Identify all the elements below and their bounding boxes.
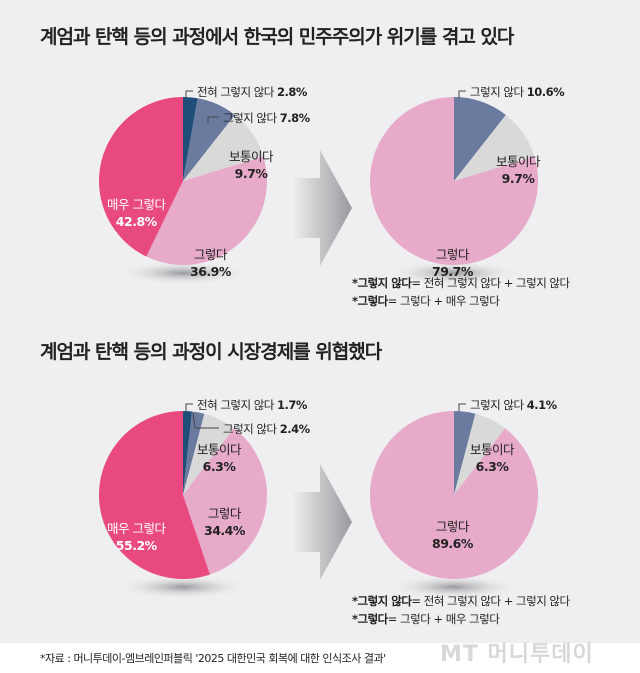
- leader-disagree-2: [192, 412, 219, 429]
- pie-2-summary-slice-disagree: [454, 411, 476, 495]
- pie-1-detail-slice-strongly-disagree: [183, 97, 198, 181]
- pie-1-summary-shadow: [386, 261, 522, 285]
- logo: MT 머니투데이: [440, 642, 594, 667]
- pie-2-detail-slice-strongly-agree: [99, 411, 210, 579]
- pie-2-summary-slice-agree: [369, 411, 538, 579]
- label-strongly-disagree-2: 전혀 그렇지 않다 1.7%: [197, 398, 307, 412]
- notes-1: *그렇지 않다= 전혀 그렇지 않다 + 그렇지 않다 *그렇다= 그렇다 + …: [352, 276, 570, 308]
- label-neutral-2: 보통이다 6.3%: [197, 442, 242, 474]
- pie-2-summary-slice-neutral: [454, 413, 506, 495]
- pie-1-detail-slice-neutral: [183, 114, 264, 181]
- label-disagree-2: 그렇지 않다 2.4%: [223, 422, 310, 436]
- summary-label-neutral-2: 보통이다 6.3%: [470, 442, 515, 474]
- chart-title-1: 계엄과 탄핵 등의 과정에서 한국의 민주주의가 위기를 겪고 있다: [40, 26, 514, 48]
- summary-label-disagree-2: 그렇지 않다 4.1%: [470, 398, 557, 412]
- label-disagree-1: 그렇지 않다 7.8%: [223, 111, 310, 125]
- pie-2-detail-slice-strongly-disagree: [183, 411, 192, 495]
- label-neutral-1: 보통이다 9.7%: [229, 149, 274, 181]
- arrow-2: [290, 464, 352, 580]
- label-strongly-disagree-1: 전혀 그렇지 않다 2.8%: [197, 85, 307, 99]
- pie-1-detail-shadow: [115, 261, 251, 285]
- leader-summary-2: [458, 403, 466, 411]
- pie-1-detail-slice-disagree: [183, 98, 235, 181]
- label-agree-2: 그렇다 34.4%: [204, 506, 245, 538]
- pie-2-detail-slice-disagree: [183, 411, 205, 495]
- summary-label-neutral-1: 보통이다 9.7%: [496, 154, 541, 186]
- pie-1-summary-slice-neutral: [454, 114, 535, 181]
- source-footer: *자료 : 머니투데이-엠브레인퍼블릭 '2025 대한민국 회복에 대한 인식…: [40, 652, 386, 665]
- pie-1-summary-slice-disagree: [454, 97, 506, 181]
- summary-label-agree-1: 그렇다 79.7%: [432, 247, 473, 279]
- arrow-1: [290, 150, 352, 266]
- label-agree-1: 그렇다 36.9%: [190, 247, 231, 279]
- pie-1-detail-slice-agree: [146, 156, 267, 266]
- pie-1-detail-slice-strongly-agree: [99, 97, 183, 257]
- leader-disagree-1: [207, 116, 219, 123]
- summary-label-disagree-1: 그렇지 않다 10.6%: [470, 85, 565, 99]
- chart-title-2: 계엄과 탄핵 등의 과정이 시장경제를 위협했다: [40, 341, 382, 363]
- pie-2-detail-slice-agree: [183, 428, 268, 575]
- label-strongly-agree-2: 매우 그렇다 55.2%: [107, 521, 166, 553]
- leader-summary-1: [458, 90, 466, 98]
- summary-label-agree-2: 그렇다 89.6%: [432, 519, 473, 551]
- leader-strongly-disagree-2: [185, 403, 193, 411]
- pie-2-summary-shadow: [386, 575, 522, 599]
- notes-2: *그렇지 않다= 전혀 그렇지 않다 + 그렇지 않다 *그렇다= 그렇다 + …: [352, 594, 570, 626]
- pie-2-detail-shadow: [115, 575, 251, 599]
- leader-strongly-disagree-1: [185, 90, 193, 98]
- label-strongly-agree-1: 매우 그렇다 42.8%: [107, 197, 166, 229]
- pie-2-detail-slice-neutral: [183, 413, 235, 495]
- pie-1-summary-slice-agree: [370, 97, 538, 265]
